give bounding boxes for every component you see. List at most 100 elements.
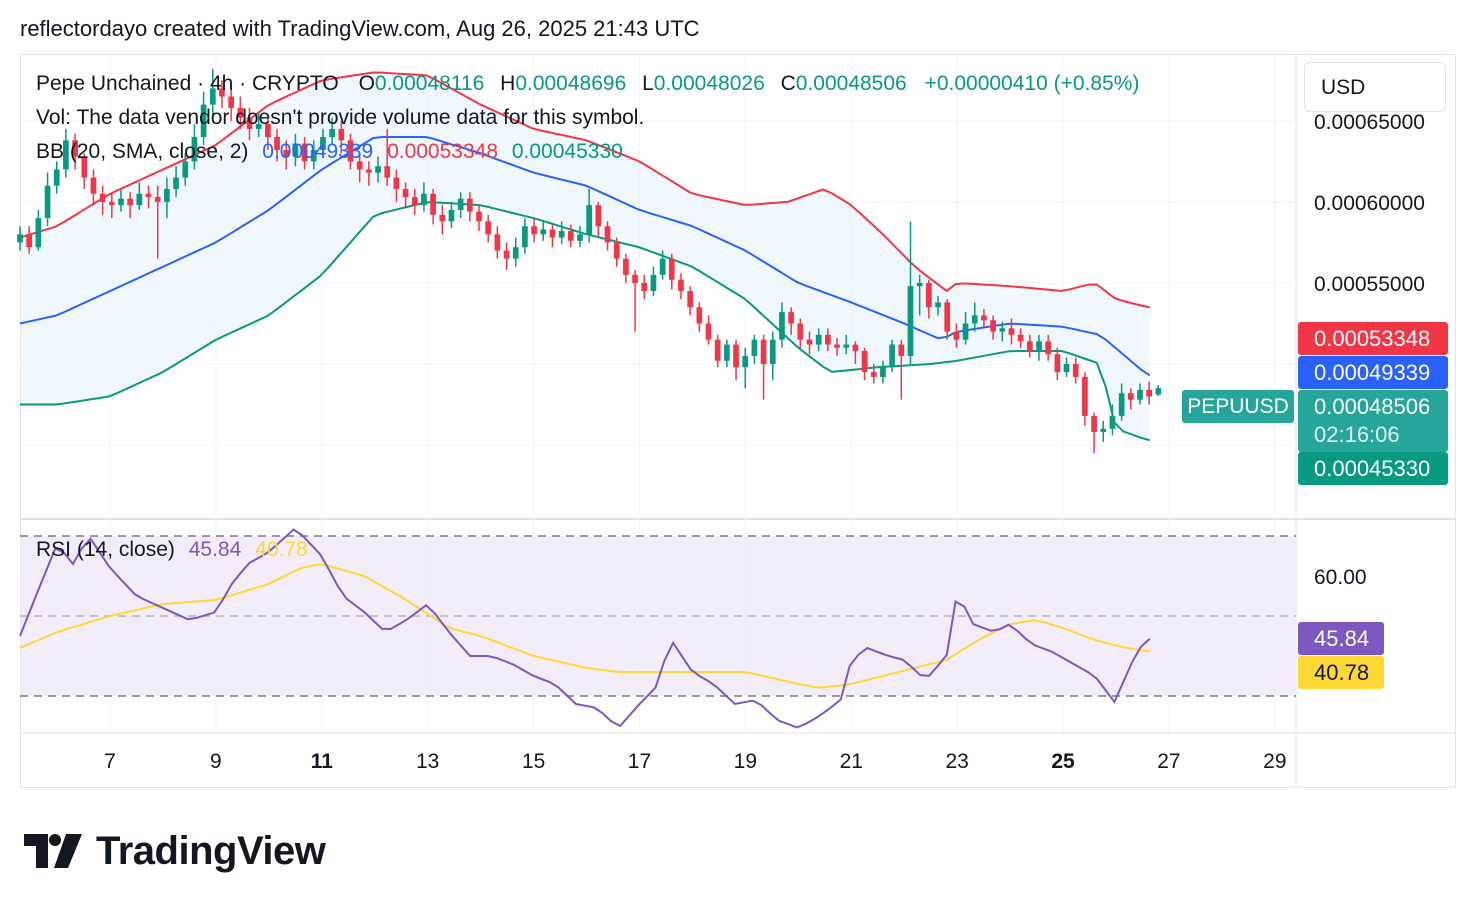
rsi-ma-value: 40.78 (255, 538, 308, 561)
candle-body (632, 274, 638, 283)
candle-body (99, 193, 106, 202)
currency-selector[interactable]: USD (1304, 62, 1446, 112)
high-value: 0.00048696 (515, 72, 627, 95)
candle-body (861, 351, 868, 373)
change-value: +0.00000410 (+0.85%) (924, 72, 1140, 95)
candle-body (540, 229, 547, 235)
candle-body (705, 323, 712, 340)
rsi-legend[interactable]: RSI (14, close) 45.84 40.78 (36, 538, 308, 562)
candle-body (283, 150, 290, 157)
candle-body (255, 124, 262, 129)
ohlc-legend: Pepe Unchained · 4h · CRYPTO O0.00048116… (36, 72, 1139, 96)
candle-body (659, 258, 666, 275)
candle-body (274, 137, 280, 151)
candle-body (843, 344, 850, 348)
candle-body (724, 344, 730, 361)
tradingview-logo[interactable]: TradingView (24, 826, 326, 876)
candle-body (1017, 334, 1024, 342)
candle-body (393, 177, 400, 189)
candle-body (136, 193, 143, 206)
candle-body (907, 286, 914, 356)
price-tick-label: 0.00065000 (1314, 111, 1425, 134)
bb-legend[interactable]: BB (20, SMA, close, 2) 0.00049339 0.0005… (36, 140, 623, 164)
time-tick-label: 13 (416, 750, 439, 773)
candle-body (310, 150, 317, 162)
candle-body (292, 143, 299, 157)
candle-body (852, 344, 859, 352)
candle-body (788, 312, 794, 324)
close-label: C (780, 72, 796, 95)
chart-attribution: reflectordayo created with TradingView.c… (20, 16, 700, 41)
rsi-ma-tag: 40.78 (1298, 656, 1384, 689)
bb-lower-line (20, 201, 1151, 442)
time-tick-label: 17 (628, 750, 651, 773)
time-tick-label: 29 (1263, 750, 1286, 773)
candle-body (90, 177, 97, 194)
open-label: O (358, 72, 375, 95)
candle-body (613, 242, 620, 259)
candle-body (769, 339, 776, 364)
candle-body (246, 117, 253, 129)
candle-body (320, 137, 326, 151)
candle-body (990, 320, 996, 332)
candle-body (1063, 364, 1070, 373)
candle-body (485, 221, 492, 235)
low-value: 0.00048026 (653, 72, 765, 95)
candle-body (1091, 415, 1097, 433)
candle-body (338, 128, 345, 141)
candle-body (522, 226, 528, 248)
time-tick-label: 25 (1051, 750, 1075, 773)
candle-body (1109, 415, 1116, 429)
candle-body (889, 344, 895, 368)
candle-body (200, 104, 207, 138)
candle-body (265, 124, 271, 138)
rsi-tag: 45.84 (1298, 622, 1384, 655)
candle-body (1045, 341, 1052, 355)
candle-body (457, 198, 464, 210)
time-tick-label: 27 (1157, 750, 1180, 773)
volume-legend: Vol: The data vendor doesn't provide vol… (36, 106, 645, 129)
candle-body (1137, 389, 1143, 400)
candle-body (448, 210, 455, 222)
bb-upper-value: 0.00053348 (387, 140, 499, 163)
candle-body (118, 198, 124, 206)
bb-label: BB (20, SMA, close, 2) (36, 140, 249, 163)
time-tick-label: 19 (734, 750, 757, 773)
candle-body (1036, 341, 1042, 352)
candle-body (1127, 393, 1134, 400)
candle-body (512, 247, 519, 259)
candle-body (402, 188, 409, 198)
candle-body (935, 302, 941, 308)
candle-body (494, 234, 501, 251)
bb-upper-line (19, 71, 1150, 309)
bb-mid-value: 0.00049339 (262, 140, 374, 163)
candle-body (971, 315, 978, 324)
time-tick-label: 7 (104, 750, 116, 773)
high-label: H (500, 72, 516, 95)
candle-body (916, 282, 923, 287)
candle-body (714, 339, 721, 361)
candle-body (623, 258, 629, 275)
candle-body (209, 88, 216, 105)
symbol-tag: PEPUUSD (1182, 390, 1294, 423)
candle-body (53, 169, 60, 186)
candle-body (173, 177, 179, 189)
candle-body (26, 234, 33, 248)
candle-body (366, 169, 372, 173)
rsi-tick-label: 60.00 (1314, 566, 1367, 589)
tradingview-logo-icon (24, 834, 82, 868)
last-price-tag: 0.00048506 02:16:06 (1298, 390, 1448, 452)
chart-frame (20, 54, 1456, 788)
candle-body (191, 137, 198, 162)
candle-body (329, 128, 335, 138)
symbol-label[interactable]: Pepe Unchained · 4h · CRYPTO (36, 72, 339, 95)
candle-body (595, 205, 602, 227)
time-tick-label: 9 (210, 750, 222, 773)
bar-countdown: 02:16:06 (1314, 422, 1400, 447)
candle-body (880, 367, 886, 377)
candle-body (430, 193, 436, 215)
candle-body (825, 334, 831, 345)
candle-body (81, 156, 88, 178)
low-label: L (642, 72, 654, 95)
